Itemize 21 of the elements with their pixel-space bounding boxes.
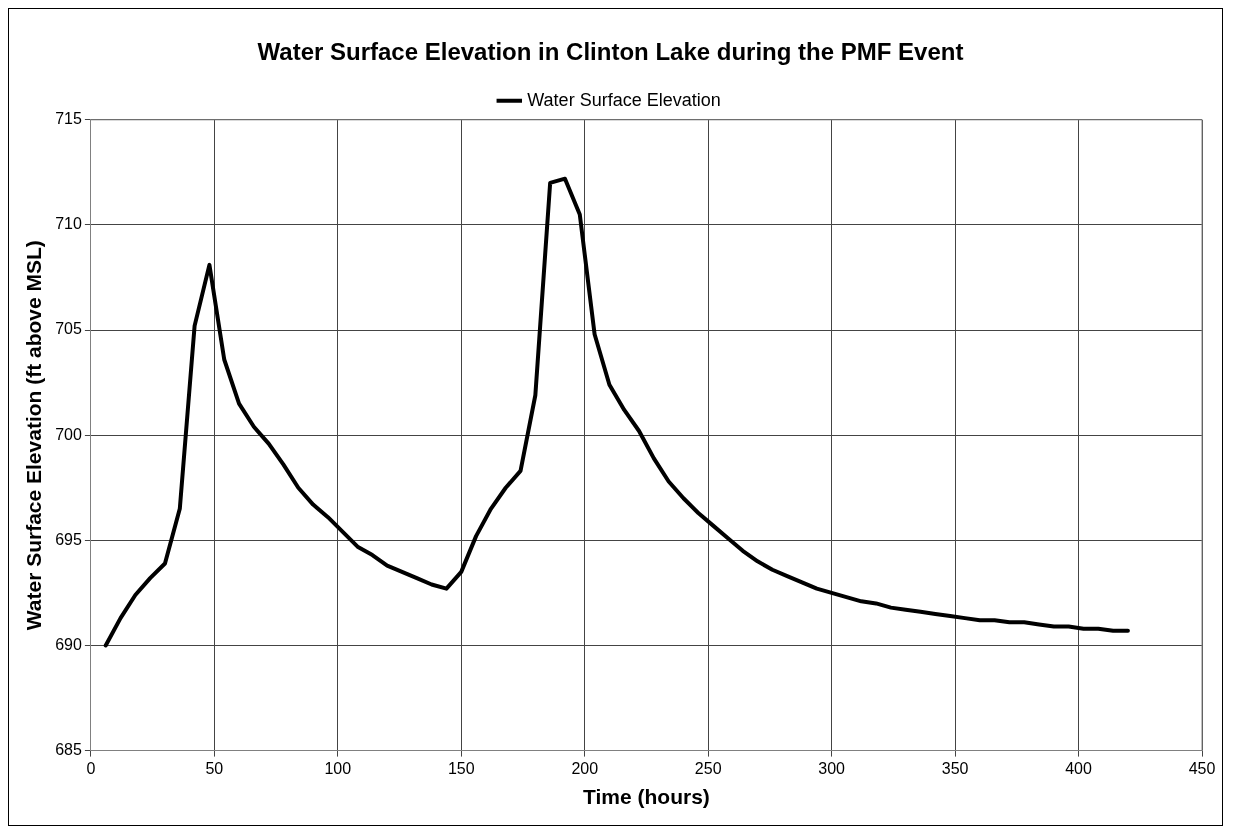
x-tick-label: 300: [818, 759, 846, 777]
y-tick-label: 695: [55, 530, 82, 548]
y-axis-title: Water Surface Elevation (ft above MSL): [22, 240, 46, 631]
x-tick-label: 100: [324, 759, 352, 777]
y-tick-label: 715: [55, 110, 82, 128]
x-axis-title: Time (hours): [583, 785, 710, 809]
x-tick-label: 150: [447, 759, 475, 777]
legend-label: Water Surface Elevation: [527, 89, 721, 110]
y-tick-label: 690: [55, 635, 82, 653]
y-tick-label: 700: [55, 425, 82, 443]
x-tick-label: 350: [941, 759, 969, 777]
x-tick-label: 250: [694, 759, 722, 777]
x-tick-label: 450: [1188, 759, 1216, 777]
chart-title: Water Surface Elevation in Clinton Lake during the PMF Event: [257, 38, 964, 66]
y-tick-label: 705: [55, 320, 82, 338]
y-tick-label: 710: [55, 215, 82, 233]
x-tick-label: 400: [1065, 759, 1092, 777]
x-tick-label: 0: [86, 759, 96, 777]
y-tick-label: 685: [55, 741, 82, 759]
x-tick-label: 200: [571, 759, 599, 777]
x-tick-label: 50: [205, 759, 224, 777]
